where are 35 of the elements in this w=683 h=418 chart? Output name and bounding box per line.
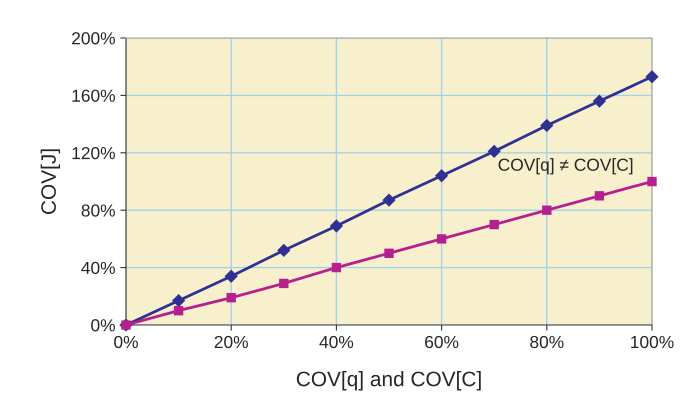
y-tick-label: 0%: [91, 319, 115, 332]
point: [436, 234, 446, 244]
point: [542, 206, 552, 215]
y-tick-label: 40%: [81, 262, 115, 274]
point: [172, 294, 186, 308]
annotation: COV[q] ≠ COV[C]: [498, 158, 632, 174]
y-axis-title: COV[J]: [40, 149, 60, 214]
point: [647, 176, 657, 186]
point: [490, 220, 499, 230]
y-tick-label: 120%: [72, 146, 115, 160]
x-tick-label: 0%: [114, 336, 138, 348]
x-axis-title: COV[q] and COV[C]: [296, 371, 481, 390]
point: [277, 244, 290, 257]
x-tick-label: 80%: [530, 336, 564, 348]
x-tick-label: 100%: [631, 336, 674, 348]
point: [592, 94, 606, 108]
x-tick-label: 60%: [425, 336, 458, 348]
x-tick-label: 20%: [214, 336, 248, 348]
point: [594, 191, 604, 201]
point: [646, 70, 658, 84]
point: [224, 270, 238, 283]
point: [435, 169, 448, 182]
x-tick-label: 40%: [319, 336, 354, 348]
point: [540, 119, 554, 132]
point: [226, 293, 236, 302]
point: [279, 278, 288, 288]
y-tick-label: 80%: [82, 204, 115, 217]
y-tick-label: 200%: [72, 32, 115, 44]
point: [384, 248, 394, 258]
point: [488, 144, 501, 158]
point: [382, 194, 396, 207]
point: [330, 220, 343, 232]
point: [174, 306, 184, 316]
point: [332, 262, 342, 272]
y-tick-label: 160%: [72, 90, 115, 102]
